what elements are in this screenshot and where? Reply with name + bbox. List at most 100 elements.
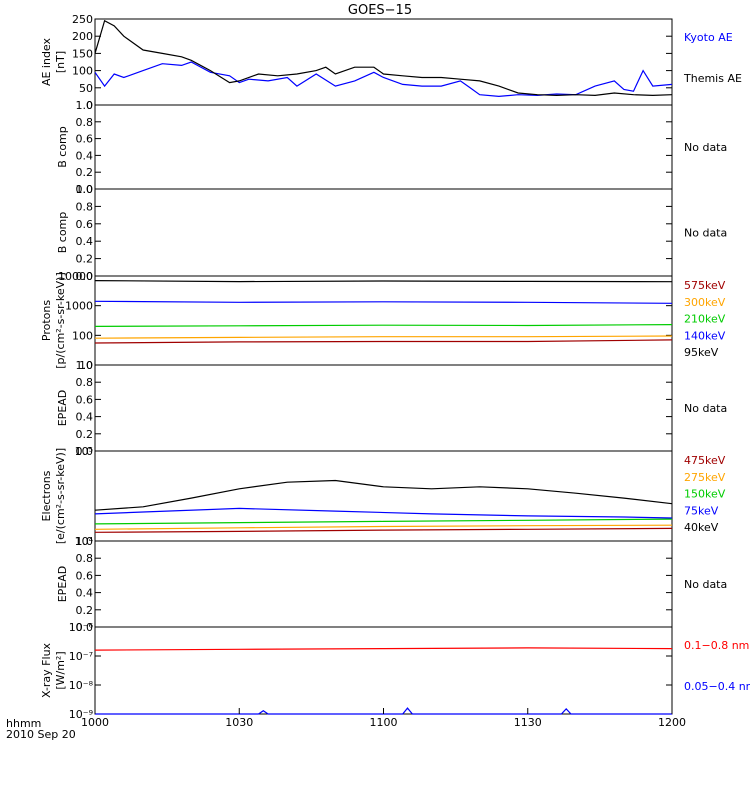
panel-frame bbox=[94, 275, 673, 366]
y-tick-label: 0.8 bbox=[76, 552, 94, 565]
panel-frame bbox=[94, 364, 673, 452]
y-tick-label: 0.2 bbox=[76, 166, 94, 179]
legend-entry: 475keV bbox=[684, 454, 726, 467]
legend-entry: 0.05−0.4 nm bbox=[684, 680, 750, 693]
date-label: 2010 Sep 20 bbox=[6, 728, 76, 741]
panel-4: 10 100 1000 10000 Protons [p/(cm²-s-sr-keV)] 5… bbox=[40, 270, 726, 372]
y-tick-label: 250 bbox=[72, 13, 93, 26]
panel-1: 0 50 100 150 200 250 AE index [nT] Kyoto AE Themi… bbox=[40, 13, 742, 112]
panel-2: 0.0 0.2 0.4 0.6 0.8 1.0 B comp No data bbox=[56, 99, 727, 196]
y-tick-label: 0.8 bbox=[76, 376, 94, 389]
panels: 0 50 100 150 200 250 AE index [nT] Kyoto AE Themi… bbox=[40, 13, 750, 721]
y-tick-label: 0.6 bbox=[76, 569, 94, 582]
no-data-label: No data bbox=[684, 578, 727, 591]
y-tick-label: 0.4 bbox=[76, 149, 94, 162]
y-axis-label: [nT] bbox=[54, 51, 67, 73]
y-tick-label: 10⁵ bbox=[75, 445, 93, 458]
legend-entry: 210keV bbox=[684, 313, 726, 326]
y-tick-label: 0.6 bbox=[76, 218, 94, 231]
y-tick-label: 1.0 bbox=[76, 183, 94, 196]
panel-6: 10⁴ 10⁵ Electrons [e/(cm²-s-sr-keV)] 475keV 2… bbox=[40, 445, 726, 548]
x-tick-label: 1130 bbox=[514, 716, 542, 729]
y-tick-label: 0.2 bbox=[76, 253, 94, 266]
y-axis-label: AE index bbox=[40, 37, 53, 86]
series-0-1-0-8-nm bbox=[94, 647, 673, 651]
y-tick-label: 10⁻⁷ bbox=[69, 650, 93, 663]
y-axis-label: Protons bbox=[40, 300, 53, 341]
series-40kev bbox=[94, 479, 673, 511]
series-75kev bbox=[94, 507, 673, 519]
legend-entry: 575keV bbox=[684, 279, 726, 292]
y-axis-label: X-ray Flux bbox=[40, 642, 53, 698]
legend-entry: Themis AE bbox=[683, 72, 742, 85]
legend-entry: 300keV bbox=[684, 296, 726, 309]
time-format-label: hhmm bbox=[6, 717, 41, 730]
y-axis-label: [W/m²] bbox=[54, 651, 67, 689]
x-tick-label: 1200 bbox=[658, 716, 686, 729]
y-tick-label: 10⁻⁸ bbox=[69, 679, 94, 692]
series-95kev bbox=[94, 280, 673, 283]
legend-entry: 140keV bbox=[684, 329, 726, 342]
legend-entry: 75keV bbox=[684, 504, 719, 517]
series-themis-ae bbox=[94, 19, 673, 97]
y-tick-label: 0.0 bbox=[76, 270, 94, 283]
y-axis-label: [e/(cm²-s-sr-keV)] bbox=[54, 448, 67, 544]
y-tick-label: 0.4 bbox=[76, 587, 94, 600]
panel-7: 0.0 0.2 0.4 0.6 0.8 1.0 EPEAD No data bbox=[56, 535, 727, 634]
y-tick-label: 100 bbox=[72, 329, 93, 342]
y-tick-label: 0.0 bbox=[76, 183, 94, 196]
x-tick-label: 1000 bbox=[81, 716, 109, 729]
y-tick-label: 0.8 bbox=[76, 116, 94, 129]
y-tick-label: 100 bbox=[72, 65, 93, 78]
y-tick-label: 10⁻⁶ bbox=[69, 621, 94, 634]
series-0-05-0-4-nm bbox=[95, 707, 672, 715]
series-210kev bbox=[94, 324, 673, 327]
y-tick-label: 1.0 bbox=[76, 535, 94, 548]
no-data-label: No data bbox=[684, 402, 727, 415]
y-tick-label: 10000 bbox=[58, 270, 93, 283]
x-tick-label: 1030 bbox=[225, 716, 253, 729]
series-kyoto-ae bbox=[94, 61, 673, 98]
legend-entry: 95keV bbox=[684, 346, 719, 359]
panel-frame bbox=[94, 188, 673, 277]
y-tick-label: 10⁴ bbox=[75, 535, 94, 548]
y-tick-label: 1000 bbox=[65, 300, 93, 313]
y-tick-label: 0.2 bbox=[76, 604, 94, 617]
panel-8: 10⁻⁹ 10⁻⁸ 10⁻⁷ 10⁻⁶ X-ray Flux [W/m²] 0.1−0.8 … bbox=[40, 621, 750, 721]
y-tick-label: 10⁻⁹ bbox=[69, 708, 93, 721]
panel-frame bbox=[94, 450, 673, 542]
panel-frame bbox=[94, 626, 673, 715]
y-tick-label: 0.6 bbox=[76, 133, 94, 146]
series-140kev bbox=[94, 300, 673, 304]
y-tick-label: 0 bbox=[86, 99, 93, 112]
y-tick-label: 0.6 bbox=[76, 393, 94, 406]
y-tick-label: 150 bbox=[72, 47, 93, 60]
y-axis-label: B comp bbox=[56, 126, 69, 168]
panel-3: 0.0 0.2 0.4 0.6 0.8 1.0 B comp No data bbox=[56, 183, 727, 283]
series-475kev bbox=[94, 527, 673, 533]
y-tick-label: 200 bbox=[72, 30, 93, 43]
y-axis-label: EPEAD bbox=[56, 390, 69, 427]
y-tick-label: 1.0 bbox=[76, 99, 94, 112]
series-150kev bbox=[94, 518, 673, 525]
series-300kev bbox=[94, 335, 673, 339]
time-axis: 1000 1030 1100 1130 1200 bbox=[81, 708, 686, 729]
panel-frame bbox=[94, 18, 673, 106]
figure-title: GOES−15 bbox=[348, 3, 412, 18]
legend-entry: 150keV bbox=[684, 488, 726, 501]
legend-entry: 0.1−0.8 nm bbox=[684, 639, 749, 652]
y-tick-label: 0.0 bbox=[76, 621, 94, 634]
panel-frame bbox=[94, 540, 673, 628]
y-tick-label: 0.2 bbox=[76, 428, 94, 441]
series-275kev bbox=[94, 524, 673, 530]
y-tick-label: 10 bbox=[79, 359, 93, 372]
y-tick-label: 0.4 bbox=[76, 411, 94, 424]
y-tick-label: 0.8 bbox=[76, 200, 94, 213]
no-data-label: No data bbox=[684, 227, 727, 240]
panel-5: 0.0 0.2 0.4 0.6 0.8 1.0 EPEAD No data bbox=[56, 359, 727, 458]
y-axis-label: [p/(cm²-s-sr-keV)] bbox=[54, 272, 67, 369]
y-tick-label: 0.4 bbox=[76, 235, 94, 248]
legend-entry: 275keV bbox=[684, 471, 726, 484]
y-axis-label: EPEAD bbox=[56, 566, 69, 603]
